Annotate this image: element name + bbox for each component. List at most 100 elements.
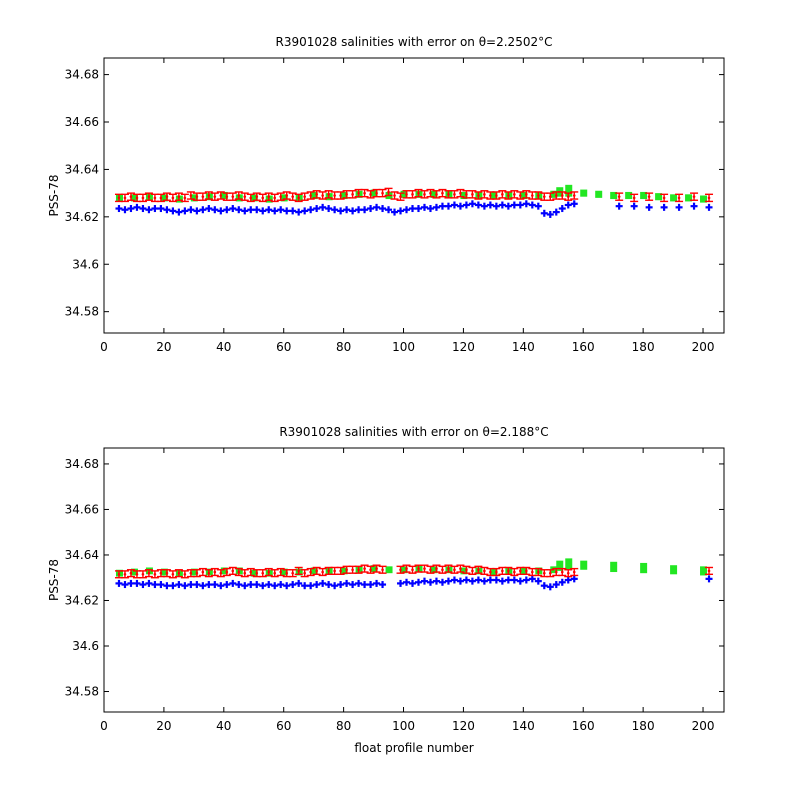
calibrated-point	[525, 569, 528, 573]
calibrated-point	[351, 193, 354, 196]
calibrated-point	[554, 194, 558, 197]
error-band-mark	[220, 191, 228, 200]
calibrated-point	[255, 571, 259, 575]
calibrated-point	[405, 193, 408, 196]
calibrated-point	[465, 193, 468, 196]
calibrated-point	[501, 569, 504, 573]
calibrated-point	[153, 573, 157, 576]
calibrated-point	[321, 570, 324, 574]
calibrated-point	[267, 195, 271, 198]
calibrated-point	[135, 573, 139, 576]
error-band-mark	[625, 191, 633, 200]
calibrated-point	[459, 191, 462, 195]
calibrated-point	[548, 195, 552, 198]
calibrated-point	[477, 568, 480, 572]
calibrated-point	[357, 568, 360, 572]
calibrated-point	[303, 571, 306, 575]
error-band-mark	[460, 191, 468, 200]
calibrated-point	[363, 191, 366, 195]
calibrated-point	[147, 195, 151, 198]
calibrated-point	[507, 569, 510, 573]
calibrated-point	[453, 193, 456, 196]
calibrated-point	[423, 567, 426, 570]
error-band-mark	[385, 566, 393, 574]
x-tick-label: 100	[392, 719, 415, 733]
x-tick-label: 0	[100, 719, 108, 733]
calibrated-point	[237, 570, 241, 574]
error-band-mark	[250, 569, 258, 577]
chart-title: R3901028 salinities with error on θ=2.18…	[279, 425, 548, 439]
calibrated-point	[219, 571, 223, 575]
calibrated-point	[315, 193, 318, 196]
calibrated-point	[459, 567, 462, 570]
calibrated-point	[237, 194, 241, 197]
calibrated-point	[177, 571, 181, 575]
calibrated-point	[554, 570, 558, 574]
calibrated-point	[159, 571, 163, 575]
calibrated-point	[566, 195, 570, 198]
calibrated-point	[243, 195, 247, 198]
calibrated-point	[572, 194, 576, 197]
calibrated-point	[369, 568, 372, 572]
error-band-mark	[430, 566, 438, 574]
calibrated-point	[225, 570, 229, 574]
calibrated-point	[399, 568, 402, 572]
error-band-mark	[580, 189, 588, 197]
x-tick-label: 160	[572, 719, 595, 733]
calibrated-point	[447, 567, 450, 570]
calibrated-point	[477, 194, 480, 197]
x-tick-label: 20	[156, 719, 171, 733]
error-band-mark	[160, 568, 168, 576]
calibrated-point	[405, 567, 408, 570]
calibrated-point	[243, 571, 247, 575]
plot-area	[114, 184, 714, 218]
y-tick-label: 34.68	[65, 457, 99, 471]
calibrated-point	[297, 569, 300, 573]
calibrated-point	[501, 193, 504, 196]
error-band-mark	[130, 568, 138, 576]
error-band-mark	[700, 195, 708, 203]
calibrated-point	[647, 195, 651, 198]
calibrated-point	[231, 569, 235, 573]
calibrated-point	[411, 568, 414, 572]
calibrated-point	[117, 196, 121, 200]
calibrated-point	[489, 194, 492, 197]
error-band-mark	[700, 566, 708, 576]
y-tick-label: 34.6	[72, 257, 99, 271]
calibrated-point	[195, 195, 199, 198]
calibrated-point	[345, 568, 348, 572]
calibrated-point	[183, 573, 187, 576]
calibrated-point	[339, 194, 342, 197]
calibrated-point	[441, 568, 444, 572]
calibrated-point	[297, 196, 300, 200]
calibrated-point	[333, 569, 336, 573]
calibrated-point	[261, 196, 265, 200]
calibrated-point	[309, 194, 312, 197]
calibrated-point	[153, 196, 157, 200]
y-tick-label: 34.58	[65, 305, 99, 319]
x-tick-label: 180	[632, 340, 655, 354]
calibrated-point	[339, 569, 342, 573]
calibrated-point	[129, 571, 133, 575]
calibrated-point	[707, 569, 711, 573]
calibrated-point	[381, 191, 384, 195]
x-tick-label: 120	[452, 719, 475, 733]
calibrated-point	[548, 571, 552, 575]
error-band-mark	[670, 194, 678, 202]
calibrated-point	[279, 195, 283, 198]
y-tick-label: 34.62	[65, 210, 99, 224]
axes-frame	[103, 447, 725, 713]
calibrated-point	[171, 196, 175, 200]
calibrated-point	[393, 194, 396, 197]
calibrated-point	[632, 196, 636, 200]
error-band-mark	[340, 191, 348, 200]
calibrated-point	[303, 195, 306, 198]
calibrated-point	[531, 194, 534, 197]
calibrated-point	[411, 193, 414, 196]
calibrated-point	[249, 570, 253, 574]
calibrated-point	[542, 571, 546, 575]
error-band-mark	[670, 565, 678, 575]
x-tick-label: 60	[276, 719, 291, 733]
calibrated-point	[435, 193, 438, 196]
x-tick-label: 200	[692, 719, 715, 733]
